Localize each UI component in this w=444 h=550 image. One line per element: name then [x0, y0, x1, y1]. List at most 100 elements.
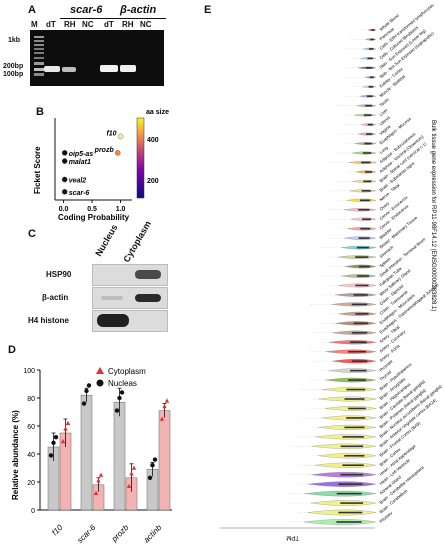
gel-bands: [34, 36, 136, 76]
data-dot-cytoplasm-1-2: [98, 472, 104, 477]
x-axis-title: Coding Probability: [58, 213, 130, 222]
colorbar-tick-200: 200: [147, 178, 159, 185]
data-dot-cytoplasm-0-1: [63, 426, 68, 431]
scatter-label-4: veal2: [69, 178, 87, 185]
violin-box-13: [362, 152, 372, 154]
bar-nucleas-1: [80, 394, 93, 511]
scatter-point-4: [61, 176, 68, 183]
scatter-point-2: [61, 150, 68, 156]
violin-box-43: [342, 436, 364, 438]
violin-box-41: [346, 417, 366, 419]
lane-label-0: M: [31, 20, 38, 29]
tpm-label: TPM: [286, 534, 299, 540]
legend-label-nucleas: Nucleas: [108, 379, 137, 388]
scatter-label-0: f10: [106, 130, 116, 137]
violin-box-27: [355, 284, 369, 287]
data-dot-nucleas-0-0: [48, 453, 54, 458]
violin-box-45: [344, 454, 365, 457]
violin-box-38: [346, 388, 366, 391]
colorbar-tick-400: 400: [147, 137, 159, 144]
panel-b-letter: B: [36, 106, 44, 118]
data-dot-cytoplasm-1-0: [93, 490, 99, 495]
row-label-beta-actin: β-actin: [42, 293, 69, 302]
violin-box-21: [360, 227, 371, 230]
violin-box-8: [365, 104, 373, 107]
y-tick-label-4: 80: [27, 396, 35, 403]
colorbar: [136, 117, 145, 199]
violin-box-36: [350, 369, 367, 372]
lane-label-3: NC: [82, 20, 94, 29]
data-dot-nucleas-3-2: [152, 457, 158, 462]
data-dot-nucleas-1-1: [84, 388, 89, 394]
violin-box-0: [371, 29, 375, 31]
violin-box-32: [351, 331, 368, 334]
violin-box-51: [338, 511, 363, 514]
x-tick-label-2: 1.0: [116, 206, 126, 213]
lane-label-4: dT: [104, 20, 114, 29]
blot-hsp90: [92, 264, 168, 286]
y-tick-label-0: 0: [31, 508, 35, 515]
scatter-point-3: [61, 158, 68, 164]
violin-box-23: [356, 246, 370, 249]
lane-label-2: RH: [64, 20, 76, 29]
y-tick-label-1: 20: [27, 480, 35, 487]
data-dot-cytoplasm-2-0: [126, 483, 132, 488]
data-dot-nucleas-3-1: [150, 463, 155, 468]
violin-box-9: [363, 114, 372, 116]
violin-box-35: [351, 360, 368, 362]
expression-axis-title: Bulk tissue gene expression for RP11-98F…: [430, 120, 436, 311]
bar-nucleas-2: [113, 401, 126, 511]
violin-box-52: [336, 521, 362, 523]
violin-box-1: [370, 38, 374, 41]
row-label-hsp90: HSP90: [46, 270, 72, 279]
lane-label-1: dT: [46, 20, 56, 29]
violin-box-22: [358, 237, 370, 239]
violin-box-50: [340, 502, 363, 504]
violin-box-16: [363, 180, 372, 183]
legend-marker-nucleas: [96, 379, 104, 387]
column-label-cytoplasm: Cytoplasm: [121, 219, 154, 264]
marker-label-1kb: 1kb: [8, 37, 21, 44]
x-category-label-3: actinb: [142, 523, 164, 545]
marker-label-200bp: 200bp: [3, 63, 24, 70]
scatter-label-3: malat1: [69, 159, 91, 166]
data-dot-nucleas-1-0: [81, 401, 87, 406]
violin-box-40: [348, 407, 366, 410]
data-dot-cytoplasm-0-0: [60, 438, 66, 444]
scatter-point-1: [114, 150, 121, 156]
violin-box-49: [336, 492, 362, 495]
scatter-label-2: oip5-as: [69, 151, 94, 158]
gene-underline-scar6: [60, 18, 118, 19]
violin-box-7: [366, 95, 373, 98]
data-dot-nucleas-0-2: [53, 435, 59, 440]
data-dot-nucleas-2-1: [117, 395, 122, 401]
bar-chart: Relative abundance (%) 0 20 40 60 80 100 f10 s…: [11, 367, 172, 545]
violin-box-20: [362, 218, 371, 221]
panel-d-letter: D: [8, 344, 16, 356]
violin-box-39: [344, 398, 365, 400]
violin-box-10: [367, 123, 373, 126]
row-label-h4-histone: H4 histone: [28, 316, 69, 325]
violin-box-14: [361, 161, 371, 164]
violin-box-30: [355, 313, 369, 315]
gene-label-scar6: scar-6: [70, 4, 103, 16]
violin-box-6: [368, 85, 374, 88]
violin-box-44: [340, 445, 364, 448]
scatter-point-0: [117, 133, 124, 140]
blot-beta-actin: [92, 287, 168, 309]
scatter-label-5: scar-6: [69, 190, 90, 197]
y-tick-label-5: 100: [23, 368, 35, 375]
violin-box-31: [353, 322, 368, 325]
violin-box-42: [344, 426, 365, 429]
violin-box-15: [365, 171, 373, 173]
marker-label-100bp: 100bp: [3, 71, 24, 78]
violin-box-47: [340, 473, 364, 476]
legend-label-cytoplasm: Cytoplasm: [108, 367, 146, 376]
scatter-point-5: [61, 189, 68, 195]
violin-box-25: [358, 265, 370, 268]
tissue-label-19: Ovary: [378, 200, 390, 212]
tissue-label-8: Testis: [378, 97, 389, 108]
violin-box-48: [338, 483, 363, 485]
violin-box-5: [370, 76, 374, 79]
x-category-label-1: scar-6: [75, 523, 97, 545]
